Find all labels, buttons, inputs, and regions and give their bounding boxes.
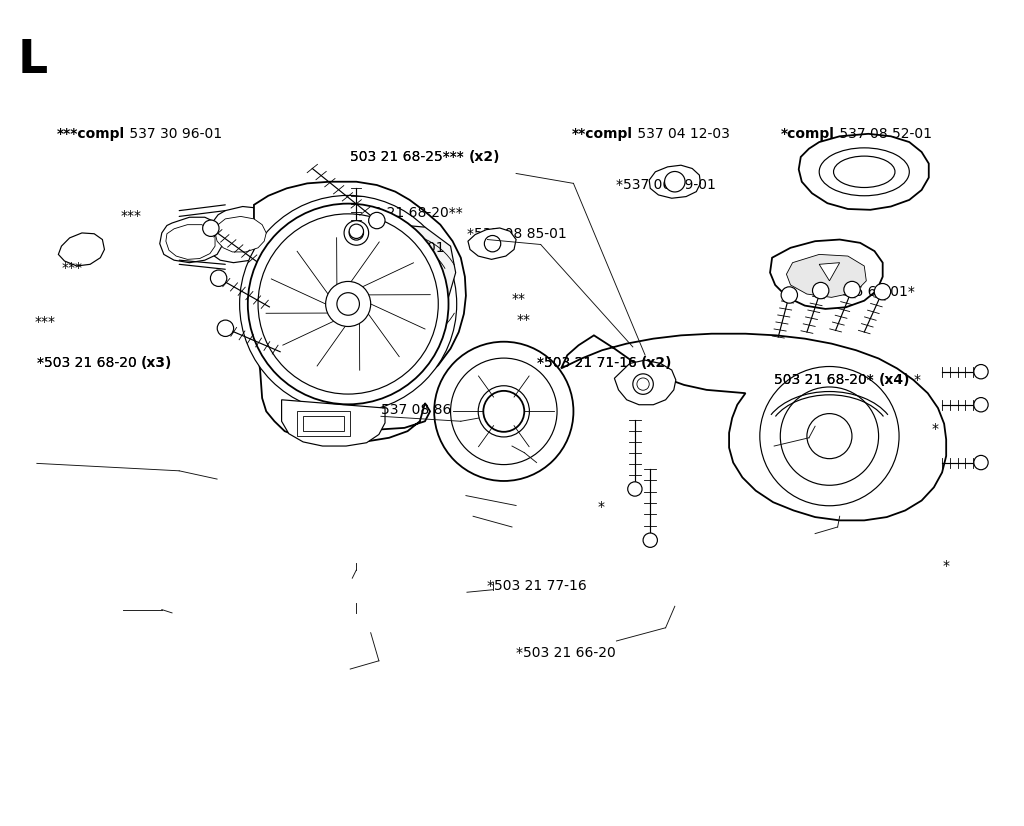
Text: **compl: **compl xyxy=(571,127,633,140)
Circle shape xyxy=(812,282,828,299)
Text: 537 08 52-01: 537 08 52-01 xyxy=(836,127,932,140)
Circle shape xyxy=(451,358,557,464)
Text: 537 30 96-01: 537 30 96-01 xyxy=(126,127,222,140)
Text: *503 21 68-20: *503 21 68-20 xyxy=(37,356,141,369)
Circle shape xyxy=(240,196,457,412)
Bar xyxy=(303,416,344,431)
Circle shape xyxy=(637,378,649,390)
Text: *: * xyxy=(942,559,949,572)
Text: *503 21 71-16: *503 21 71-16 xyxy=(537,357,641,370)
Text: 537 06 68-01*: 537 06 68-01* xyxy=(815,286,915,299)
Polygon shape xyxy=(58,233,104,266)
Circle shape xyxy=(258,214,438,394)
Text: (x2): (x2) xyxy=(468,150,500,164)
Text: (x3): (x3) xyxy=(141,356,172,369)
Polygon shape xyxy=(254,182,466,442)
Circle shape xyxy=(760,367,899,506)
Circle shape xyxy=(484,235,501,252)
Circle shape xyxy=(349,225,364,240)
Text: 537 07 36-01: 537 07 36-01 xyxy=(352,241,444,254)
Circle shape xyxy=(248,204,449,404)
Polygon shape xyxy=(819,263,840,281)
Text: *503 21 68-20: *503 21 68-20 xyxy=(37,356,141,369)
Text: (x4): (x4) xyxy=(879,373,909,387)
Circle shape xyxy=(628,482,642,496)
Circle shape xyxy=(337,292,359,316)
Polygon shape xyxy=(614,360,676,405)
Polygon shape xyxy=(649,165,700,198)
Polygon shape xyxy=(166,225,215,259)
Text: 537 08 86-01: 537 08 86-01 xyxy=(381,403,474,416)
Circle shape xyxy=(349,224,364,239)
Circle shape xyxy=(844,282,860,297)
Text: 503 21 68-20**: 503 21 68-20** xyxy=(356,206,463,220)
Text: 537 04 12-03: 537 04 12-03 xyxy=(634,127,730,140)
Circle shape xyxy=(807,414,852,458)
Circle shape xyxy=(434,342,573,481)
Polygon shape xyxy=(770,240,883,309)
Text: *: * xyxy=(913,373,921,387)
Polygon shape xyxy=(356,223,456,329)
Circle shape xyxy=(203,220,219,236)
Polygon shape xyxy=(215,216,266,252)
Text: **: ** xyxy=(516,314,530,327)
Bar xyxy=(297,411,350,436)
Polygon shape xyxy=(561,334,946,520)
Text: *503 21 71-16: *503 21 71-16 xyxy=(537,357,641,370)
Text: ***compl: ***compl xyxy=(56,127,125,140)
Circle shape xyxy=(781,287,798,303)
Circle shape xyxy=(344,221,369,245)
Text: *537 08 85-01: *537 08 85-01 xyxy=(467,227,566,240)
Circle shape xyxy=(217,320,233,336)
Polygon shape xyxy=(207,206,279,263)
Text: **: ** xyxy=(512,292,526,306)
Text: (x2): (x2) xyxy=(641,357,673,370)
Circle shape xyxy=(483,391,524,432)
Circle shape xyxy=(974,455,988,470)
Ellipse shape xyxy=(834,156,895,188)
Circle shape xyxy=(780,387,879,486)
Text: 503 21 68-20*: 503 21 68-20* xyxy=(774,373,879,387)
Text: *: * xyxy=(598,501,605,514)
Circle shape xyxy=(974,364,988,379)
Polygon shape xyxy=(799,134,929,210)
Text: ***: *** xyxy=(121,210,142,223)
Polygon shape xyxy=(786,254,866,297)
Text: 503 21 68-20*: 503 21 68-20* xyxy=(774,373,879,387)
Text: L: L xyxy=(18,38,48,83)
Circle shape xyxy=(633,374,653,394)
Ellipse shape xyxy=(819,148,909,196)
Circle shape xyxy=(478,386,529,437)
Text: ***: *** xyxy=(35,316,56,329)
Text: ***: *** xyxy=(61,262,83,275)
Circle shape xyxy=(210,270,226,287)
Text: *503 21 66-20: *503 21 66-20 xyxy=(516,646,615,659)
Circle shape xyxy=(974,397,988,412)
Circle shape xyxy=(665,172,685,192)
Text: 503 21 68-25***: 503 21 68-25*** xyxy=(350,150,468,164)
Text: 503 21 68-25***: 503 21 68-25*** xyxy=(350,150,468,164)
Circle shape xyxy=(643,533,657,548)
Polygon shape xyxy=(468,228,516,259)
Text: *537 06 69-01: *537 06 69-01 xyxy=(616,178,717,192)
Circle shape xyxy=(874,283,891,300)
Circle shape xyxy=(326,282,371,326)
Polygon shape xyxy=(160,217,223,263)
Text: *: * xyxy=(932,422,939,435)
Text: *compl: *compl xyxy=(780,127,835,140)
Polygon shape xyxy=(282,400,385,446)
Text: *503 21 77-16: *503 21 77-16 xyxy=(487,580,587,593)
Circle shape xyxy=(369,212,385,229)
